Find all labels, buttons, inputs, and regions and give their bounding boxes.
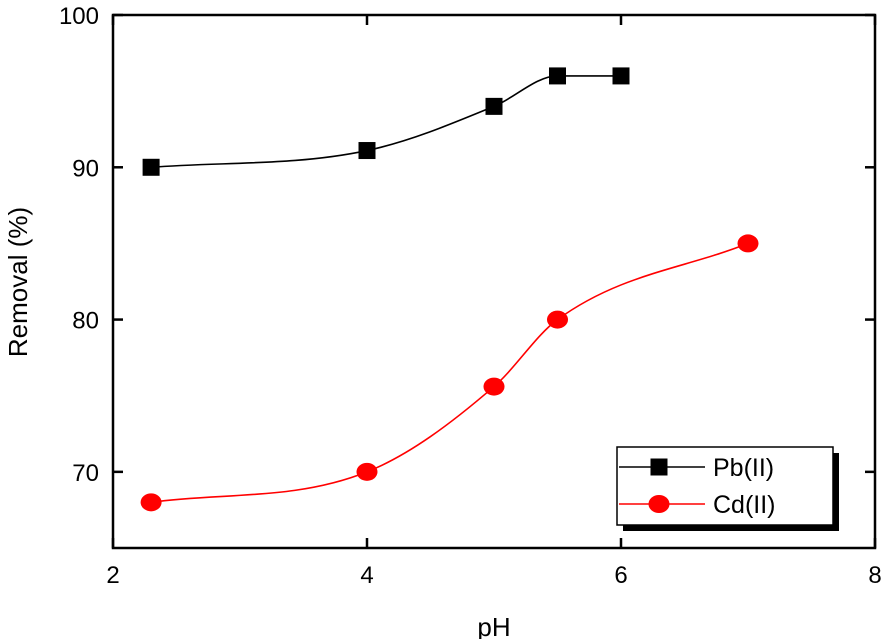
x-tick-label-1: 4 xyxy=(360,562,373,589)
y-tick-label-1: 80 xyxy=(72,308,99,335)
legend-marker-cdii xyxy=(648,495,670,513)
y-tick-label-2: 90 xyxy=(72,155,99,182)
y-axis-title: Removal (%) xyxy=(3,207,33,357)
cdii-point-2 xyxy=(483,377,505,396)
legend-label-cdii: Cd(II) xyxy=(713,491,776,519)
legend-marker-pbii xyxy=(650,458,668,476)
y-tick-label-0: 70 xyxy=(72,460,99,487)
cdii-point-3 xyxy=(547,310,568,329)
series-markers xyxy=(140,67,759,512)
pbii-point-3 xyxy=(549,67,566,85)
y-axis-title-group: Removal (%) xyxy=(3,207,33,357)
cdii-point-0 xyxy=(140,493,162,512)
pbii-point-0 xyxy=(142,158,160,176)
cdii-point-4 xyxy=(737,234,759,253)
legend-label-pbii: Pb(II) xyxy=(713,454,774,482)
x-axis-title: pH xyxy=(477,612,510,639)
x-tick-label-2: 6 xyxy=(614,562,627,589)
y-tick-label-3: 100 xyxy=(59,3,99,30)
plot-frame xyxy=(111,13,877,550)
x-tick-label-0: 2 xyxy=(106,562,119,589)
pbii-point-1 xyxy=(358,142,376,160)
x-tick-label-3: 8 xyxy=(868,562,881,589)
legend: Pb(II) Cd(II) xyxy=(616,446,839,531)
pbii-point-4 xyxy=(612,67,630,85)
cdii-point-1 xyxy=(356,462,378,481)
pbii-point-2 xyxy=(485,97,503,115)
